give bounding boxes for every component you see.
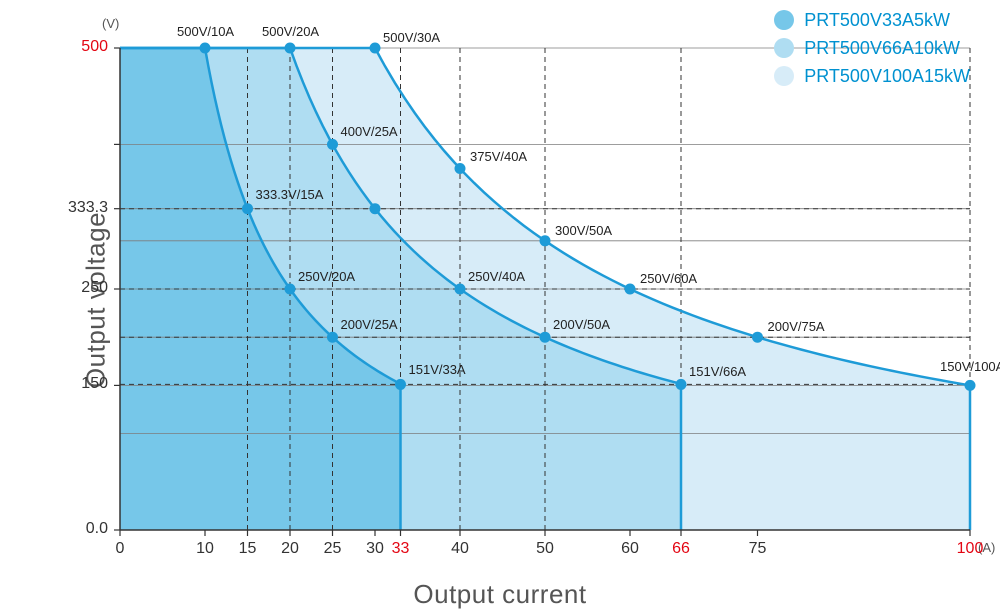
point-label: 151V/33A	[409, 362, 466, 377]
point-label: 500V/10A	[177, 24, 234, 39]
point-label: 333.3V/15A	[256, 187, 324, 202]
data-point	[327, 139, 338, 150]
x-tick-label: 50	[530, 540, 560, 558]
legend-item: PRT500V66A10kW	[774, 34, 970, 62]
x-axis-title: Output current	[0, 579, 1000, 610]
x-tick-label: 10	[190, 540, 220, 558]
y-tick-label: 150	[0, 375, 108, 393]
legend-swatch	[774, 10, 794, 30]
point-label: 250V/20A	[298, 269, 355, 284]
y-unit: (V)	[102, 16, 119, 31]
y-axis-title: Output voltage	[81, 212, 112, 388]
x-tick-label: 75	[743, 540, 773, 558]
data-point	[200, 43, 211, 54]
y-tick-label: 0.0	[0, 520, 108, 538]
data-point	[540, 332, 551, 343]
x-tick-label: 0	[105, 540, 135, 558]
data-point	[455, 163, 466, 174]
data-point	[285, 284, 296, 295]
legend-swatch	[774, 38, 794, 58]
legend-item: PRT500V100A15kW	[774, 62, 970, 90]
data-point	[540, 235, 551, 246]
y-tick-label: 333.3	[0, 199, 108, 217]
x-tick-label: 20	[275, 540, 305, 558]
point-label: 250V/40A	[468, 269, 525, 284]
data-point	[752, 332, 763, 343]
power-envelope-chart: Output voltage Output current (V)(A)0.01…	[0, 0, 1000, 614]
data-point	[327, 332, 338, 343]
point-label: 200V/75A	[768, 319, 825, 334]
point-label: 500V/30A	[383, 30, 440, 45]
data-point	[676, 379, 687, 390]
point-label: 375V/40A	[470, 149, 527, 164]
x-tick-label: 40	[445, 540, 475, 558]
point-label: 400V/25A	[341, 124, 398, 139]
y-tick-label: 250	[0, 279, 108, 297]
y-tick-label: 500	[0, 38, 108, 56]
point-label: 200V/25A	[341, 317, 398, 332]
point-label: 250V/60A	[640, 271, 697, 286]
point-label: 150V/100A	[940, 359, 1000, 374]
data-point	[455, 284, 466, 295]
data-point	[395, 379, 406, 390]
point-label: 200V/50A	[553, 317, 610, 332]
data-point	[370, 43, 381, 54]
data-point	[370, 203, 381, 214]
x-tick-label: 100	[955, 540, 985, 558]
x-tick-label: 60	[615, 540, 645, 558]
point-label: 151V/66A	[689, 364, 746, 379]
x-tick-label: 33	[386, 540, 416, 558]
legend: PRT500V33A5kW PRT500V66A10kW PRT500V100A15…	[774, 6, 970, 90]
plot-svg	[0, 0, 1000, 614]
data-point	[625, 284, 636, 295]
legend-label: PRT500V100A15kW	[804, 66, 970, 87]
point-label: 500V/20A	[262, 24, 319, 39]
legend-label: PRT500V33A5kW	[804, 10, 950, 31]
legend-swatch	[774, 66, 794, 86]
data-point	[242, 203, 253, 214]
x-tick-label: 25	[318, 540, 348, 558]
legend-label: PRT500V66A10kW	[804, 38, 960, 59]
data-point	[285, 43, 296, 54]
point-label: 300V/50A	[555, 223, 612, 238]
x-tick-label: 15	[233, 540, 263, 558]
data-point	[965, 380, 976, 391]
legend-item: PRT500V33A5kW	[774, 6, 970, 34]
x-tick-label: 66	[666, 540, 696, 558]
